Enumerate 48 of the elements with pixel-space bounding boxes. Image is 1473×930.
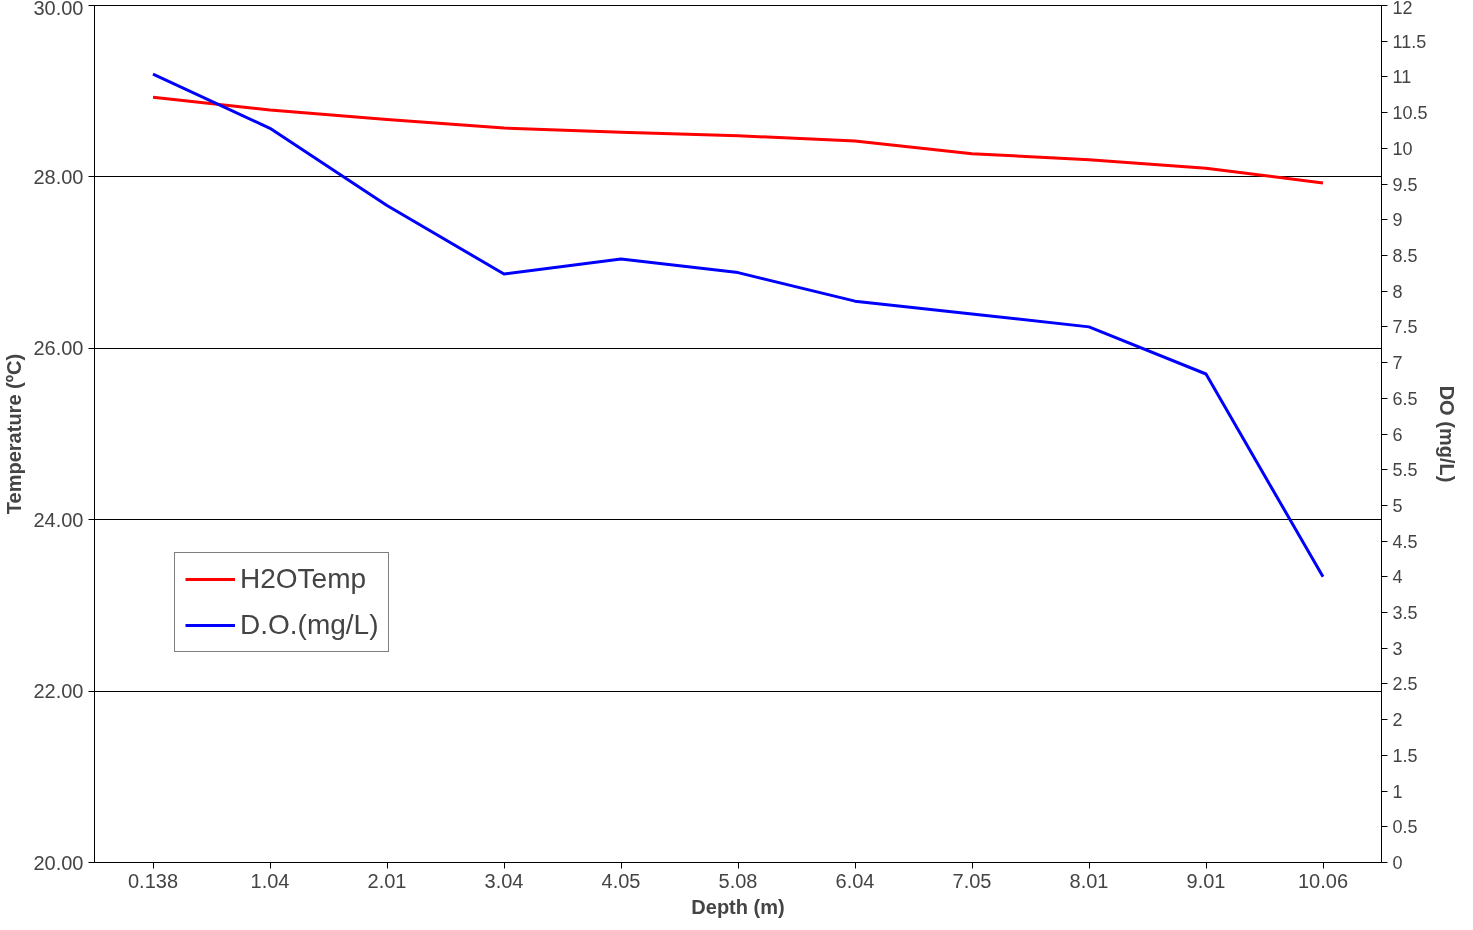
y2-tick-label: 12 bbox=[1392, 0, 1413, 18]
y2-tick-label: 8 bbox=[1392, 281, 1403, 302]
y2-tick-label: 5 bbox=[1392, 495, 1403, 516]
legend-label: H2OTemp bbox=[240, 563, 367, 595]
y2-tick-label: 9.5 bbox=[1392, 174, 1418, 195]
x-tick-label: 10.06 bbox=[1297, 869, 1349, 892]
y2-tick-label: 6 bbox=[1392, 424, 1403, 445]
y2-tick-label: 2 bbox=[1392, 710, 1403, 731]
y2-tick-label: 11 bbox=[1392, 67, 1412, 88]
x-tick-label: 0.138 bbox=[127, 869, 179, 892]
y2-tick-label: 4 bbox=[1392, 567, 1403, 588]
y2-tick-label: 5.5 bbox=[1392, 460, 1418, 481]
y-tick-label: 30.00 bbox=[33, 0, 84, 19]
x-axis-title: Depth (m) bbox=[691, 895, 785, 918]
x-tick-label: 7.05 bbox=[952, 869, 992, 892]
y2-tick-label: 3.5 bbox=[1392, 603, 1418, 624]
y2-tick-label: 4.5 bbox=[1392, 531, 1418, 552]
x-tick-label: 8.01 bbox=[1069, 869, 1109, 892]
y2-tick-label: 10 bbox=[1392, 138, 1413, 159]
y2-tick-label: 3 bbox=[1392, 638, 1403, 659]
y-tick-label: 28.00 bbox=[33, 165, 84, 188]
x-tick-label: 9.01 bbox=[1186, 869, 1226, 892]
x-tick-label: 3.04 bbox=[484, 869, 524, 892]
y2-tick-label: 2.5 bbox=[1392, 674, 1418, 695]
legend-label: D.O.(mg/L) bbox=[240, 609, 379, 641]
x-tick-label: 6.04 bbox=[835, 869, 875, 892]
y2-tick-label: 9 bbox=[1392, 210, 1403, 231]
y2-tick-label: 7.5 bbox=[1392, 317, 1418, 338]
y-tick-label: 24.00 bbox=[33, 508, 84, 531]
y2-tick-label: 11.5 bbox=[1392, 31, 1427, 52]
y2-tick-label: 1 bbox=[1392, 781, 1403, 802]
x-tick-label: 4.05 bbox=[601, 869, 641, 892]
y2-tick-label: 8.5 bbox=[1392, 245, 1418, 266]
y2-tick-label: 1.5 bbox=[1392, 745, 1418, 766]
y-axis-title: Temperature (ºC) bbox=[3, 353, 26, 515]
y2-tick-label: 6.5 bbox=[1392, 388, 1418, 409]
line-series bbox=[151, 95, 1325, 185]
y2-tick-label: 0 bbox=[1392, 853, 1403, 873]
y-tick-label: 22.00 bbox=[33, 680, 84, 703]
y2-axis-title: DO (mg/L) bbox=[1435, 385, 1458, 483]
y2-tick-label: 0.5 bbox=[1392, 817, 1418, 838]
y2-tick-label: 7 bbox=[1392, 353, 1403, 374]
y-tick-label: 20.00 bbox=[33, 851, 84, 874]
y-tick-label: 26.00 bbox=[33, 337, 84, 360]
x-tick-label: 1.04 bbox=[250, 869, 290, 892]
x-tick-label: 5.08 bbox=[718, 869, 758, 892]
y2-tick-label: 10.5 bbox=[1392, 103, 1428, 124]
x-tick-label: 2.01 bbox=[367, 869, 407, 892]
